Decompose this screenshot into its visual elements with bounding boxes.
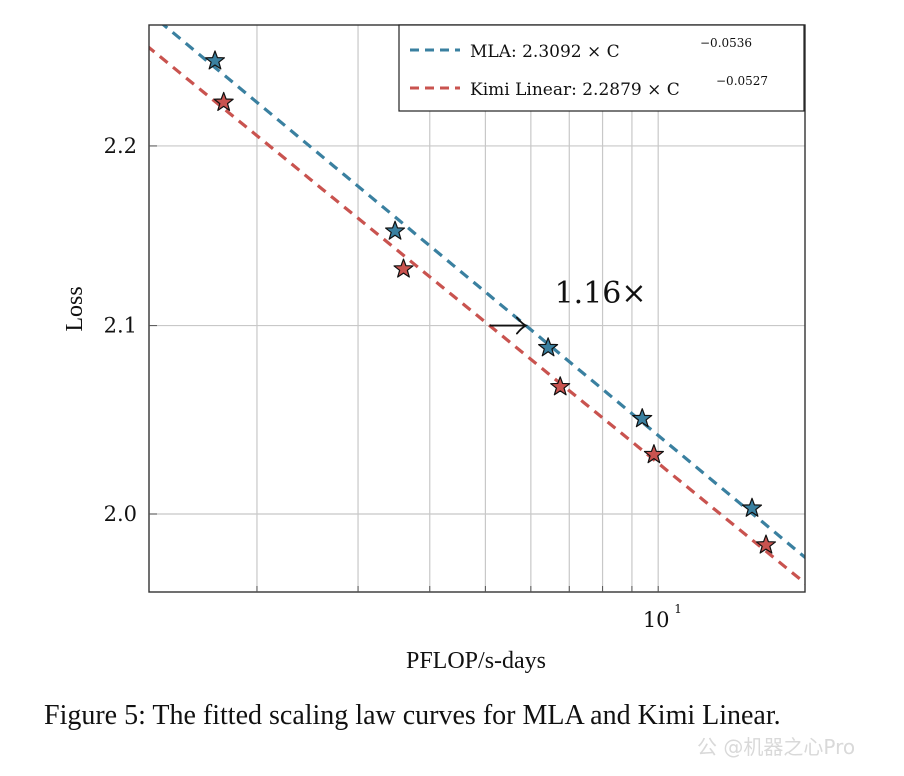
x-tick-label: 10: [643, 608, 670, 632]
fit-lines: [149, 25, 805, 586]
fit-line-mla: [161, 25, 805, 560]
legend: MLA: 2.3092 × C −0.0536 Kimi Linear: 2.2…: [398, 24, 805, 112]
x-tick-exponent: 1: [674, 602, 682, 616]
data-points: [204, 50, 777, 554]
y-tick-label: 2.0: [104, 502, 137, 526]
data-point-kimi-linear: [755, 534, 777, 554]
annotation-arrowhead: [515, 316, 528, 335]
axis-ticks: 2.0 2.1 2.2 10 1: [104, 134, 682, 632]
legend-entry-mla: MLA: 2.3092 × C −0.0536: [410, 36, 752, 62]
legend-entry-kimi-linear: Kimi Linear: 2.2879 × C −0.0527: [410, 74, 768, 100]
annotation-text: 1.16×: [555, 276, 647, 311]
speedup-annotation: 1.16×: [489, 276, 647, 335]
legend-label-mla: MLA: 2.3092 × C: [470, 42, 620, 62]
watermark: 公 @机器之心Pro: [697, 735, 856, 759]
y-axis-label: Loss: [62, 286, 88, 331]
y-tick-label: 2.2: [104, 134, 137, 158]
legend-label-kimi-linear: Kimi Linear: 2.2879 × C: [470, 80, 680, 100]
data-point-kimi-linear: [213, 91, 234, 111]
data-point-mla: [632, 408, 653, 428]
legend-box: [398, 24, 805, 112]
grid-lines: [149, 25, 805, 592]
figure-caption: Figure 5: The fitted scaling law curves …: [44, 700, 781, 731]
legend-exponent-kimi-linear: −0.0527: [716, 74, 768, 88]
fit-line-kimi-linear: [149, 45, 805, 586]
legend-exponent-mla: −0.0536: [700, 36, 752, 50]
y-tick-label: 2.1: [104, 314, 137, 338]
x-axis-label: PFLOP/s-days: [406, 648, 546, 674]
data-point-kimi-linear: [550, 376, 571, 396]
